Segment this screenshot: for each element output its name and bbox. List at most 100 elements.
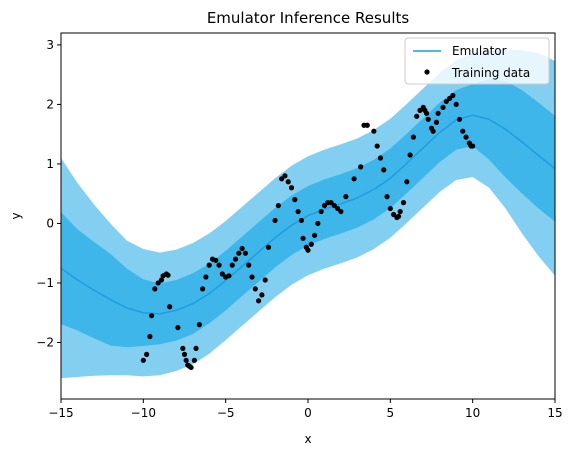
training-data-point <box>158 277 165 283</box>
training-data-point <box>335 205 341 212</box>
training-data-point <box>272 217 278 224</box>
training-data-point <box>203 274 209 280</box>
training-data-point <box>167 304 173 310</box>
training-data-point <box>213 257 219 263</box>
training-data-point <box>275 202 281 209</box>
emulator-mean-line <box>61 114 555 315</box>
training-data-point <box>236 250 242 256</box>
legend-emulator-label: Emulator <box>452 44 507 58</box>
training-data-point <box>216 262 222 268</box>
training-data-point <box>285 179 291 185</box>
y-tick-label: 2 <box>46 97 54 111</box>
training-data-point <box>417 107 423 113</box>
training-data-point <box>343 194 349 200</box>
training-data-point <box>140 357 146 363</box>
training-data-point <box>262 277 268 283</box>
training-data-point <box>435 110 441 116</box>
y-tick-label: −2 <box>36 335 54 349</box>
training-data-point <box>414 113 420 119</box>
training-data-point <box>381 167 387 173</box>
training-data-point <box>410 134 416 140</box>
x-tick-label: −10 <box>131 406 156 420</box>
training-data-point <box>196 322 202 328</box>
y-tick-label: 3 <box>46 38 54 52</box>
training-data-point <box>188 364 194 371</box>
training-data-point <box>371 128 377 134</box>
training-data-point <box>181 351 188 357</box>
training-data-point <box>246 262 252 268</box>
training-data-point <box>338 208 344 215</box>
training-data-point <box>229 262 235 268</box>
training-data-point <box>305 247 311 253</box>
training-data-point <box>292 197 298 203</box>
training-data-point <box>384 194 390 200</box>
training-data-point <box>404 179 410 185</box>
training-data-point <box>148 313 155 319</box>
training-data-point <box>351 176 357 182</box>
training-data-point <box>256 298 262 304</box>
training-data-point <box>191 357 197 363</box>
training-data-point <box>315 220 321 227</box>
training-data-point <box>328 200 334 206</box>
training-data-point <box>387 205 393 212</box>
training-data-point <box>279 176 285 182</box>
x-tick-label: −15 <box>48 406 73 420</box>
training-data-point <box>180 345 186 352</box>
y-tick-label: 0 <box>46 216 54 230</box>
x-tick-label: 0 <box>304 406 312 420</box>
training-data-point <box>397 208 403 215</box>
training-data-point <box>206 262 212 268</box>
training-data-point <box>300 235 306 241</box>
training-data-point <box>460 128 466 134</box>
training-data-point <box>470 143 476 149</box>
training-data-point <box>252 286 258 292</box>
training-data-point <box>433 119 440 125</box>
training-data-point <box>175 324 181 331</box>
training-data-point <box>219 271 225 277</box>
x-tick-label: 15 <box>547 406 562 420</box>
training-data-point <box>193 345 199 352</box>
y-tick-label: −1 <box>36 276 54 290</box>
chart-title: Emulator Inference Results <box>207 9 410 27</box>
training-data-point <box>425 116 431 122</box>
training-data-point <box>450 92 456 99</box>
training-data-point <box>358 164 364 170</box>
training-data-point <box>453 101 459 108</box>
training-data-point <box>447 95 453 102</box>
plot-area <box>61 49 555 379</box>
legend: Emulator Training data <box>404 37 550 85</box>
training-data-point <box>298 217 305 224</box>
training-data-point <box>311 232 318 238</box>
x-tick-label: −5 <box>217 406 235 420</box>
legend-box <box>404 37 550 85</box>
training-data-point <box>463 134 469 140</box>
training-data-point <box>239 245 245 252</box>
training-data-point <box>155 280 161 286</box>
inner-confidence-band <box>61 78 555 348</box>
training-data-point <box>443 98 449 105</box>
training-data-point <box>377 155 384 161</box>
training-data-point <box>395 213 402 219</box>
training-data-point <box>374 143 380 149</box>
y-tick-label: 1 <box>46 157 54 171</box>
training-data-point <box>242 250 249 256</box>
training-data-point <box>232 256 239 262</box>
training-data-point <box>400 200 407 206</box>
training-data-point <box>152 286 158 292</box>
training-data-point <box>318 208 324 215</box>
x-tick-label: 10 <box>465 406 480 420</box>
training-data-point <box>391 211 397 218</box>
training-data-point <box>308 241 314 247</box>
training-data-point <box>430 128 436 134</box>
training-data-point <box>226 273 232 279</box>
training-data-point <box>295 208 301 215</box>
x-tick-label: 5 <box>387 406 395 420</box>
training-data-point <box>456 116 463 122</box>
training-data-point <box>144 351 150 357</box>
training-data-point <box>282 173 288 179</box>
training-data-points <box>140 92 476 371</box>
training-data-point <box>183 357 189 363</box>
training-data-point <box>265 244 272 250</box>
y-axis-ticks: −2 −1 0 1 2 3 <box>36 38 61 349</box>
training-data-point <box>321 202 328 209</box>
